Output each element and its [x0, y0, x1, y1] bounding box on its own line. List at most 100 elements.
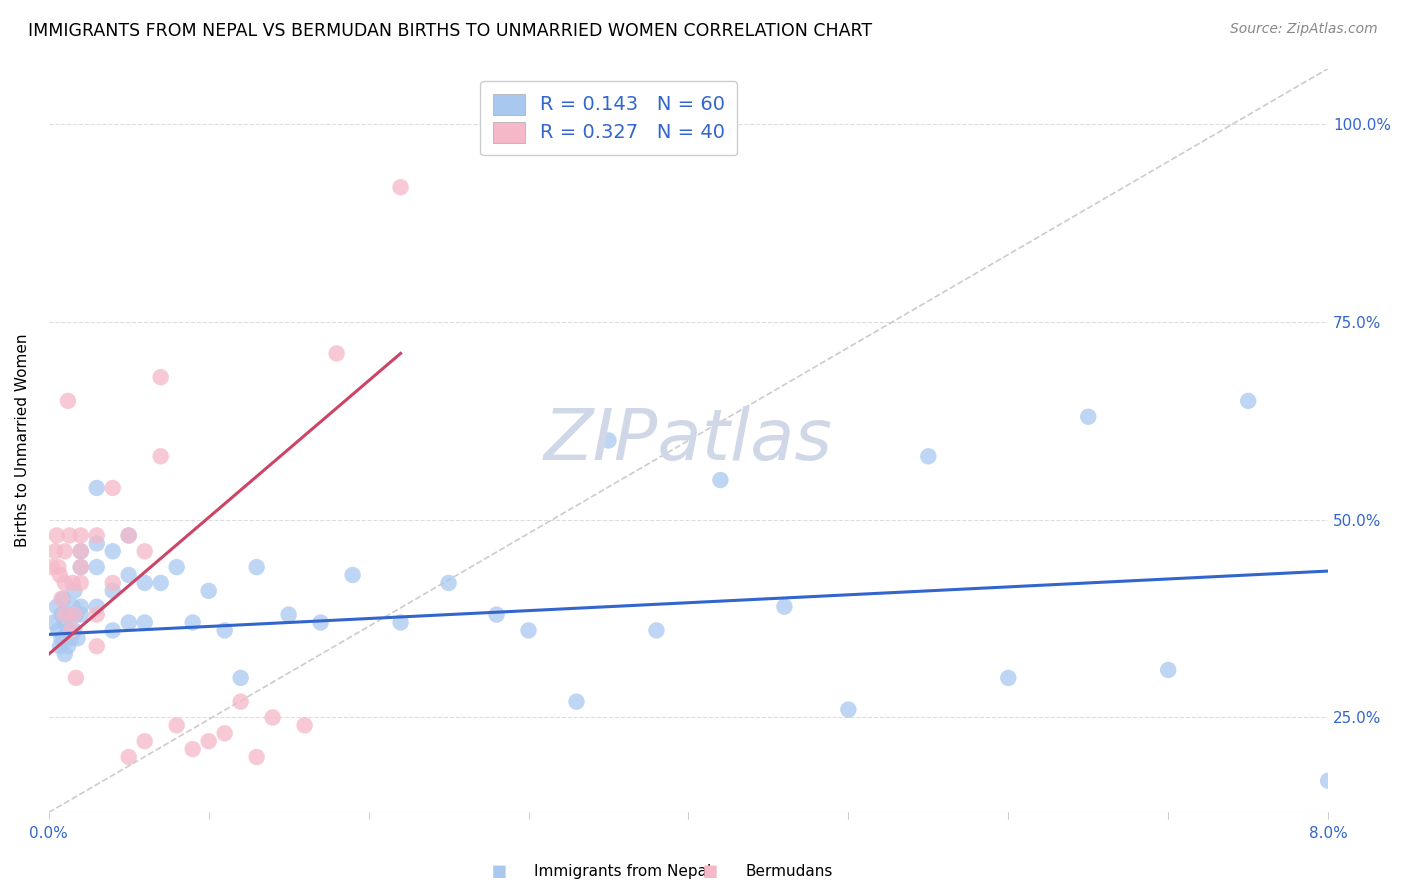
Point [837, 702, 859, 716]
Point [149, 370, 172, 384]
Point [485, 607, 508, 622]
Point [53, 576, 76, 591]
Point [46, 624, 69, 638]
Point [149, 576, 172, 591]
Point [246, 560, 269, 574]
Point [69, 599, 91, 614]
Point [53, 615, 76, 630]
Point [229, 671, 252, 685]
Text: Source: ZipAtlas.com: Source: ZipAtlas.com [1230, 22, 1378, 37]
Point [53, 607, 76, 622]
Point [69, 560, 91, 574]
Point [517, 624, 540, 638]
Point [1077, 409, 1099, 424]
Point [53, 647, 76, 661]
Point [645, 624, 668, 638]
Point [65, 607, 87, 622]
Point [62, 576, 84, 591]
Point [1157, 663, 1180, 677]
Point [58, 607, 80, 622]
Point [86, 639, 108, 653]
Point [166, 718, 188, 732]
Point [309, 615, 332, 630]
Point [101, 544, 124, 558]
Point [214, 726, 236, 740]
Point [1317, 773, 1340, 788]
Legend: R = 0.143   N = 60, R = 0.327   N = 40: R = 0.143 N = 60, R = 0.327 N = 40 [479, 81, 737, 155]
Point [134, 576, 156, 591]
Point [262, 710, 284, 724]
Point [389, 615, 412, 630]
Point [86, 536, 108, 550]
Point [56, 624, 79, 638]
Point [101, 481, 124, 495]
Point [60, 624, 83, 638]
Point [1237, 393, 1260, 408]
Point [181, 742, 204, 756]
Point [118, 750, 141, 764]
Point [149, 450, 172, 464]
Point [86, 528, 108, 542]
Point [598, 434, 620, 448]
Point [197, 734, 219, 748]
Point [134, 544, 156, 558]
Point [63, 624, 86, 638]
Point [69, 576, 91, 591]
Point [62, 599, 84, 614]
Point [773, 599, 796, 614]
Point [101, 583, 124, 598]
Point [437, 576, 460, 591]
Point [51, 591, 73, 606]
Point [214, 624, 236, 638]
Point [69, 607, 91, 622]
Point [52, 591, 75, 606]
Point [60, 632, 83, 646]
Point [69, 544, 91, 558]
Point [118, 568, 141, 582]
Point [389, 180, 412, 194]
Point [51, 632, 73, 646]
Point [44, 544, 66, 558]
Y-axis label: Births to Unmarried Women: Births to Unmarried Women [15, 334, 30, 547]
Point [58, 528, 80, 542]
Point [118, 528, 141, 542]
Point [325, 346, 347, 360]
Point [118, 528, 141, 542]
Text: Immigrants from Nepal: Immigrants from Nepal [534, 864, 711, 879]
Text: ▪: ▪ [491, 860, 508, 883]
Point [101, 624, 124, 638]
Point [45, 599, 67, 614]
Point [134, 734, 156, 748]
Point [56, 393, 79, 408]
Point [49, 639, 72, 653]
Point [41, 560, 63, 574]
Point [56, 639, 79, 653]
Point [229, 695, 252, 709]
Point [63, 607, 86, 622]
Point [294, 718, 316, 732]
Point [997, 671, 1019, 685]
Point [166, 560, 188, 574]
Point [246, 750, 269, 764]
Point [709, 473, 731, 487]
Point [86, 560, 108, 574]
Point [69, 560, 91, 574]
Point [86, 599, 108, 614]
Point [86, 481, 108, 495]
Point [49, 568, 72, 582]
Point [46, 560, 69, 574]
Point [277, 607, 299, 622]
Point [181, 615, 204, 630]
Text: ▪: ▪ [702, 860, 718, 883]
Point [65, 671, 87, 685]
Text: ZIPatlas: ZIPatlas [544, 406, 832, 475]
Point [565, 695, 588, 709]
Point [69, 544, 91, 558]
Point [63, 583, 86, 598]
Text: Bermudans: Bermudans [745, 864, 832, 879]
Point [51, 607, 73, 622]
Text: IMMIGRANTS FROM NEPAL VS BERMUDAN BIRTHS TO UNMARRIED WOMEN CORRELATION CHART: IMMIGRANTS FROM NEPAL VS BERMUDAN BIRTHS… [28, 22, 872, 40]
Point [86, 607, 108, 622]
Point [118, 615, 141, 630]
Point [917, 450, 939, 464]
